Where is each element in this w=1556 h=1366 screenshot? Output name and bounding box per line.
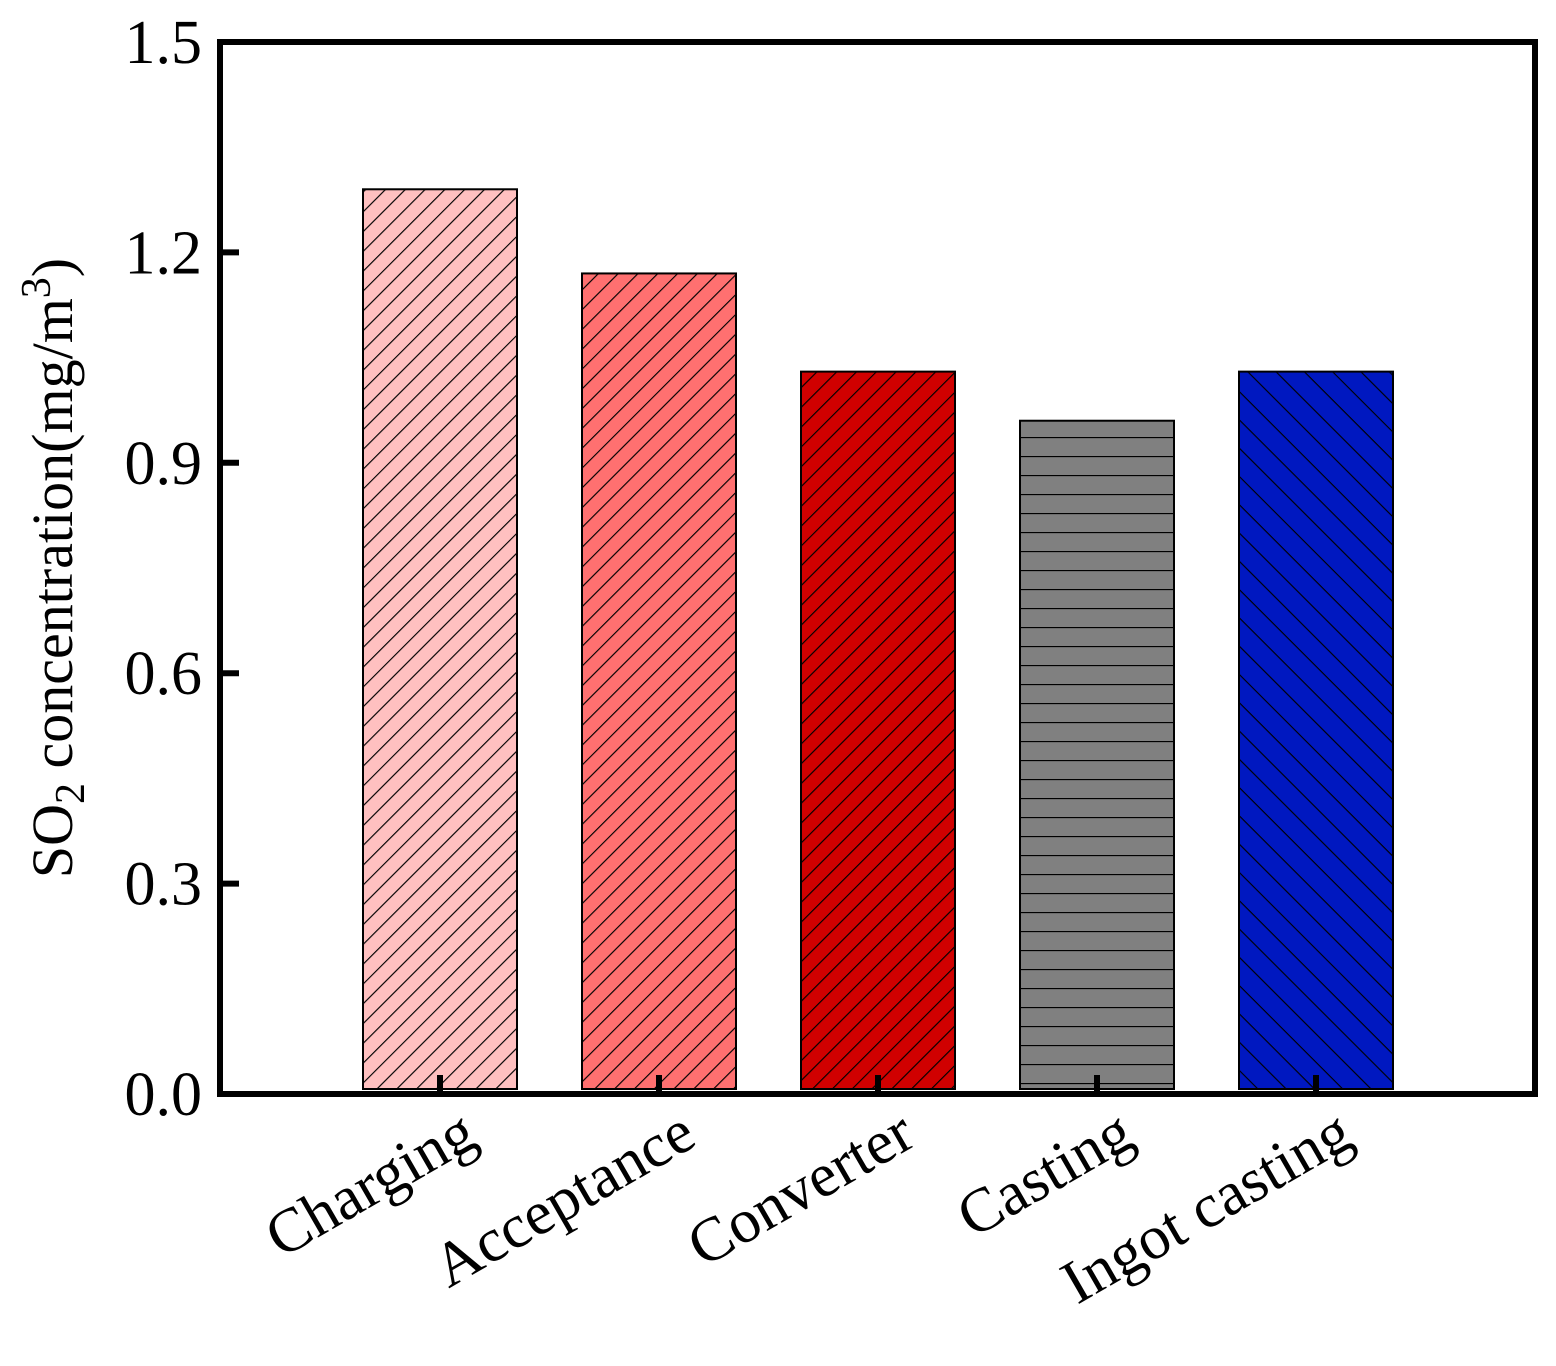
y-tick-label: 0.9 xyxy=(125,430,203,498)
y-axis-title: SO2 concentration(mg/m3) xyxy=(14,258,94,878)
y-axis-title-sup: 3 xyxy=(14,277,60,298)
y-axis-title-sub: 2 xyxy=(48,783,94,804)
x-tick-label: Converter xyxy=(676,1097,925,1280)
y-tick-label: 0.0 xyxy=(125,1061,203,1129)
bar-charging xyxy=(362,188,518,1090)
bar-ingot-casting xyxy=(1238,370,1394,1091)
bar-converter xyxy=(800,370,956,1091)
y-tick-label: 1.2 xyxy=(125,219,203,287)
bar-casting xyxy=(1019,419,1175,1091)
y-axis-title-rest: concentration(mg/m xyxy=(20,298,85,783)
ticks-layer xyxy=(220,39,1319,1097)
y-tick-label: 1.5 xyxy=(125,9,203,77)
bar-acceptance xyxy=(581,272,737,1090)
y-tick-labels: 0.0 0.3 0.6 0.9 1.2 1.5 xyxy=(125,9,203,1129)
bars-layer xyxy=(362,188,1394,1091)
y-axis-title-main: SO xyxy=(20,804,85,878)
y-tick-label: 0.3 xyxy=(125,851,203,919)
y-tick-label: 0.6 xyxy=(125,640,203,708)
y-axis-title-close: ) xyxy=(20,258,85,277)
